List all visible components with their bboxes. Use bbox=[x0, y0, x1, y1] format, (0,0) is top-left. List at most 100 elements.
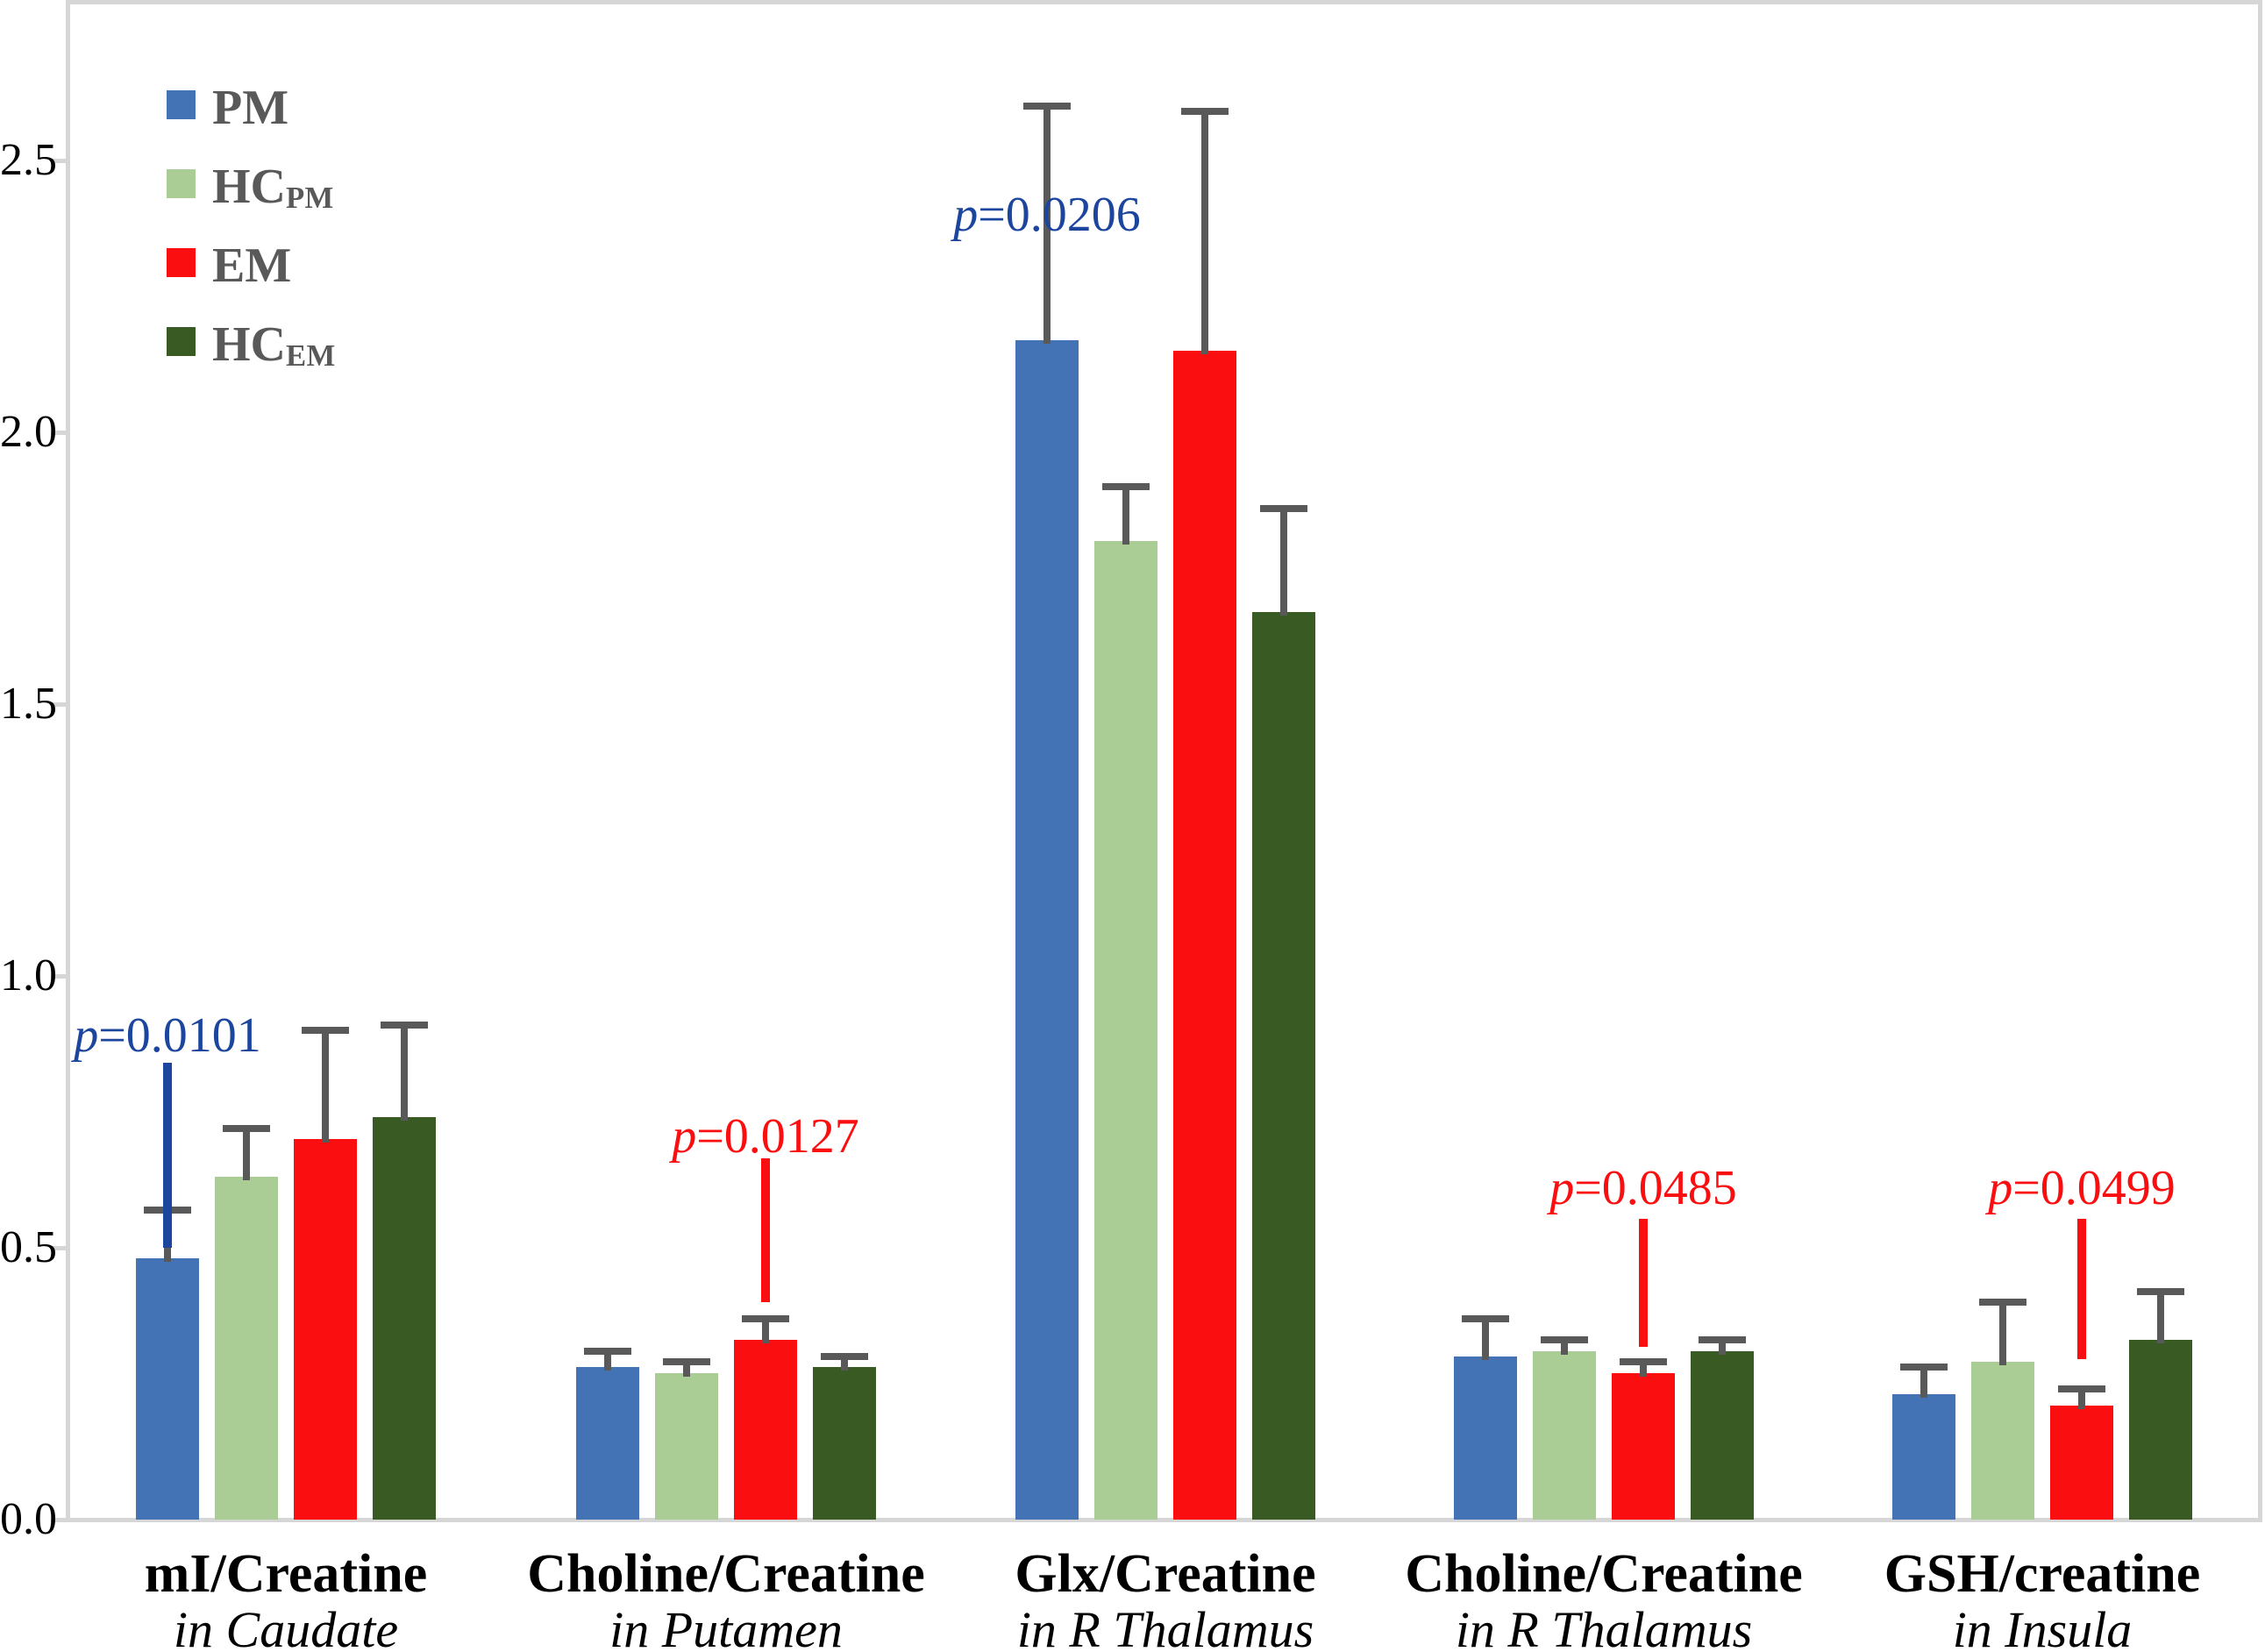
p-annotation-italic-p: p bbox=[1549, 1160, 1575, 1215]
bar-EM-group5 bbox=[2050, 1405, 2113, 1520]
p-annotation-line-p-0.0127 bbox=[761, 1157, 770, 1302]
legend-swatch-PM bbox=[167, 90, 196, 119]
legend-label-HCEM: HCEM bbox=[212, 317, 336, 374]
y-tick-label-0.5: 0.5 bbox=[0, 1222, 57, 1272]
x-category-line2: in R Thalamus bbox=[1016, 1601, 1314, 1652]
error-cap-HCPM-group5 bbox=[1979, 1299, 2026, 1306]
y-tick-mark-2.5 bbox=[51, 159, 67, 163]
p-annotation-italic-p: p bbox=[953, 188, 979, 242]
p-annotation-italic-p: p bbox=[1988, 1160, 2013, 1215]
x-category-label-group5: GSH/creatine in Insula bbox=[1735, 1545, 2265, 1652]
plot-area bbox=[66, 0, 2262, 1522]
error-bar-HCEM-group1 bbox=[401, 1024, 408, 1122]
y-tick-mark-1.0 bbox=[51, 974, 67, 979]
x-category-label-group4: Choline/Creatine in R Thalamus bbox=[1297, 1545, 1911, 1652]
error-cap-PM-group2 bbox=[584, 1347, 631, 1355]
legend-label-subscript: EM bbox=[286, 338, 336, 374]
p-annotation-p-0.0101: p=0.0101 bbox=[74, 1008, 261, 1064]
bar-HCEM-group5 bbox=[2129, 1340, 2192, 1520]
legend-label-subscript: PM bbox=[286, 181, 334, 216]
error-cap-PM-group5 bbox=[1900, 1364, 1948, 1371]
p-annotation-p-0.0206: p=0.0206 bbox=[953, 188, 1141, 242]
legend-label-HCPM: HCPM bbox=[212, 160, 334, 216]
bar-HCEM-group3 bbox=[1252, 611, 1315, 1520]
error-bar-HCPM-group2 bbox=[683, 1362, 690, 1377]
bar-EM-group3 bbox=[1173, 351, 1236, 1520]
x-category-line2: in Putamen bbox=[609, 1601, 843, 1652]
error-bar-EM-group2 bbox=[762, 1318, 769, 1344]
bar-HCPM-group3 bbox=[1094, 541, 1157, 1520]
error-cap-HCEM-group4 bbox=[1699, 1336, 1746, 1344]
y-tick-mark-0.0 bbox=[51, 1518, 67, 1522]
error-bar-HCEM-group3 bbox=[1280, 508, 1287, 616]
error-bar-HCEM-group5 bbox=[2157, 1291, 2164, 1344]
y-tick-label-0.0: 0.0 bbox=[0, 1494, 57, 1544]
error-cap-EM-group2 bbox=[742, 1314, 789, 1322]
y-tick-mark-0.5 bbox=[51, 1246, 67, 1250]
legend-swatch-EM bbox=[167, 248, 196, 277]
error-cap-HCEM-group1 bbox=[381, 1021, 428, 1029]
error-cap-HCEM-group3 bbox=[1260, 504, 1307, 512]
y-tick-label-1.5: 1.5 bbox=[0, 679, 57, 729]
p-annotation-italic-p: p bbox=[74, 1008, 99, 1064]
error-cap-HCPM-group1 bbox=[223, 1124, 270, 1132]
x-category-line1: Choline/Creatine bbox=[1405, 1544, 1803, 1604]
bar-HCEM-group1 bbox=[373, 1117, 436, 1520]
bar-PM-group1 bbox=[136, 1258, 199, 1520]
x-category-line2: in R Thalamus bbox=[1455, 1601, 1753, 1652]
error-bar-HCPM-group1 bbox=[243, 1128, 250, 1181]
error-cap-HCEM-group5 bbox=[2137, 1287, 2184, 1295]
bar-EM-group1 bbox=[294, 1139, 357, 1520]
error-cap-HCEM-group2 bbox=[821, 1353, 868, 1360]
y-tick-mark-1.5 bbox=[51, 702, 67, 707]
error-bar-EM-group5 bbox=[2078, 1389, 2085, 1409]
p-annotation-line-p-0.0499 bbox=[2077, 1219, 2086, 1360]
p-annotation-p-0.0485: p=0.0485 bbox=[1549, 1160, 1737, 1215]
x-category-label-group3: Glx/Creatine in R Thalamus bbox=[858, 1545, 1472, 1652]
error-bar-HCPM-group3 bbox=[1122, 487, 1129, 545]
p-annotation-p-0.0499: p=0.0499 bbox=[1988, 1160, 2176, 1215]
legend-label-EM: EM bbox=[212, 239, 292, 293]
x-category-line1: mI/Creatine bbox=[144, 1544, 428, 1604]
legend-swatch-HCPM bbox=[167, 169, 196, 198]
error-cap-PM-group4 bbox=[1462, 1314, 1509, 1322]
bar-HCPM-group5 bbox=[1971, 1362, 2034, 1520]
error-bar-HCPM-group5 bbox=[1999, 1302, 2006, 1366]
bar-HCPM-group1 bbox=[215, 1177, 278, 1520]
bar-HCPM-group4 bbox=[1533, 1350, 1596, 1520]
error-bar-PM-group4 bbox=[1482, 1318, 1489, 1360]
error-bar-EM-group3 bbox=[1201, 111, 1208, 354]
bar-EM-group4 bbox=[1612, 1372, 1675, 1520]
bar-HCEM-group4 bbox=[1691, 1350, 1754, 1520]
p-annotation-line-p-0.0485 bbox=[1639, 1219, 1648, 1347]
p-annotation-italic-p: p bbox=[672, 1108, 697, 1164]
error-cap-HCPM-group2 bbox=[663, 1358, 710, 1366]
bar-HCEM-group2 bbox=[813, 1367, 876, 1520]
legend-label-PM: PM bbox=[212, 81, 289, 135]
y-tick-label-2.5: 2.5 bbox=[0, 135, 57, 185]
x-category-line1: Glx/Creatine bbox=[1015, 1544, 1316, 1604]
bar-PM-group5 bbox=[1892, 1394, 1955, 1520]
error-bar-EM-group4 bbox=[1640, 1362, 1647, 1377]
p-annotation-line-p-0.0101 bbox=[163, 1063, 172, 1248]
legend-swatch-HCEM bbox=[167, 327, 196, 356]
error-cap-PM-group3 bbox=[1023, 103, 1071, 110]
x-category-line2: in Insula bbox=[1952, 1601, 2133, 1652]
error-bar-PM-group2 bbox=[604, 1350, 611, 1371]
error-bar-EM-group1 bbox=[322, 1030, 329, 1143]
x-category-label-group1: mI/Creatine in Caudate bbox=[0, 1545, 593, 1652]
error-cap-EM-group4 bbox=[1620, 1358, 1667, 1366]
p-annotation-p-0.0127: p=0.0127 bbox=[672, 1108, 859, 1164]
x-category-line1: Choline/Creatine bbox=[527, 1544, 925, 1604]
error-cap-HCPM-group3 bbox=[1102, 483, 1150, 490]
error-cap-HCPM-group4 bbox=[1541, 1336, 1588, 1344]
y-tick-mark-2.0 bbox=[51, 431, 67, 435]
y-tick-label-2.0: 2.0 bbox=[0, 407, 57, 457]
error-cap-EM-group5 bbox=[2058, 1385, 2105, 1393]
y-tick-label-1.0: 1.0 bbox=[0, 951, 57, 1000]
error-bar-HCPM-group4 bbox=[1561, 1340, 1568, 1355]
error-bar-HCEM-group4 bbox=[1719, 1340, 1726, 1355]
error-bar-PM-group5 bbox=[1920, 1367, 1927, 1399]
bar-HCPM-group2 bbox=[655, 1372, 718, 1520]
